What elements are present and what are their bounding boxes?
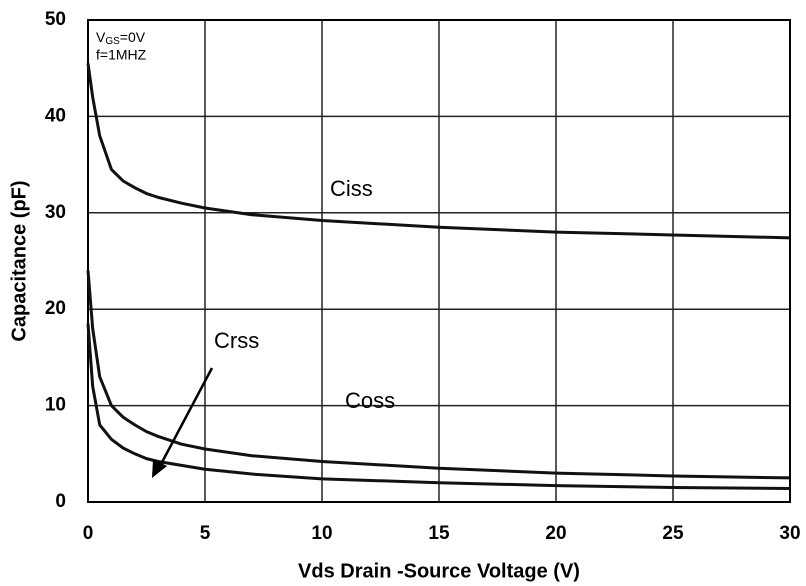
vgs-main: V bbox=[96, 29, 106, 45]
x-tick-label: 5 bbox=[200, 523, 211, 544]
y-tick-label: 50 bbox=[45, 9, 66, 30]
x-tick-label: 0 bbox=[83, 523, 94, 544]
x-tick-label: 15 bbox=[428, 523, 450, 544]
annotation-arrow bbox=[158, 367, 214, 467]
vgs-sub: GS bbox=[105, 36, 120, 47]
y-tick-label: 20 bbox=[45, 298, 66, 319]
x-tick-label: 25 bbox=[662, 523, 684, 544]
series-label: Crss bbox=[214, 328, 259, 353]
line-series bbox=[86, 63, 791, 240]
y-axis-label: Capacitance (pF) bbox=[8, 180, 30, 341]
arrow-head bbox=[152, 459, 167, 478]
vgs-rest: =0V bbox=[120, 29, 146, 45]
condition-vgs: VGS=0V bbox=[96, 29, 146, 47]
y-tick-label: 30 bbox=[45, 202, 66, 223]
y-tick-label: 40 bbox=[45, 105, 66, 126]
line-series bbox=[86, 270, 791, 480]
y-tick-label: 10 bbox=[45, 395, 66, 416]
series-label: Coss bbox=[345, 388, 395, 413]
x-axis-label: Vds Drain -Source Voltage (V) bbox=[298, 560, 580, 582]
series-label: Ciss bbox=[330, 176, 373, 201]
y-tick-label: 0 bbox=[55, 491, 66, 512]
x-tick-label: 30 bbox=[779, 523, 800, 544]
x-tick-label: 20 bbox=[545, 523, 566, 544]
line-series bbox=[86, 323, 791, 491]
plot-frame bbox=[87, 19, 791, 503]
condition-freq: f=1MHZ bbox=[96, 47, 147, 63]
x-tick-label: 10 bbox=[311, 523, 332, 544]
